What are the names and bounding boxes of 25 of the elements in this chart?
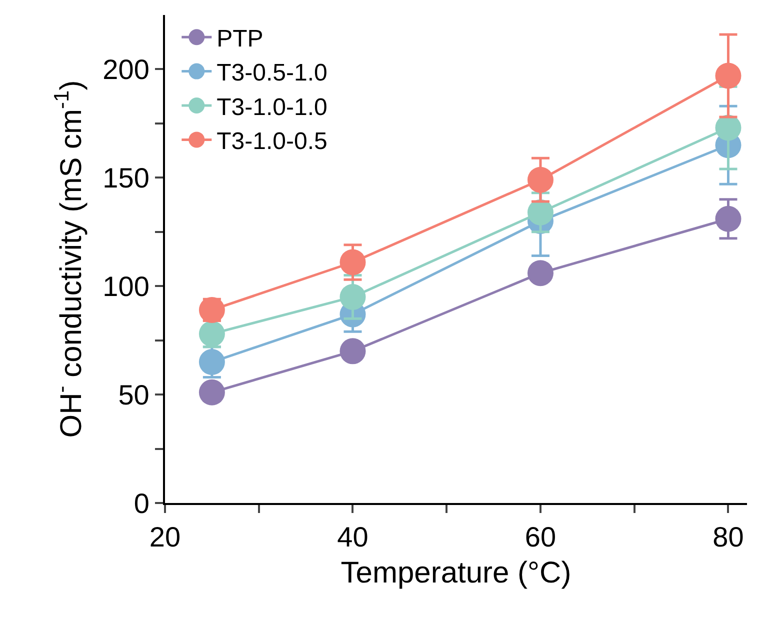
legend-label: T3-1.0-0.5 [216,128,328,156]
x-tick-label: 60 [524,522,556,553]
x-tick-label: 80 [712,522,744,553]
y-tick-label: 100 [102,270,150,302]
point [198,379,225,406]
point [340,284,366,310]
y-tick-label: 50 [118,379,150,410]
point [340,249,366,276]
point [527,199,554,226]
x-axis-title: Temperature (°C) [340,556,572,590]
x-tick-label: 20 [149,522,181,553]
point [715,114,742,141]
y-tick-label: 150 [102,162,150,194]
point [527,260,554,286]
legend-label: T3-0.5-1.0 [216,60,328,87]
y-tick-label: 200 [102,54,150,86]
x-tick-label: 40 [337,522,368,553]
point [340,338,366,364]
point [715,206,742,232]
point [527,166,554,193]
point [715,62,742,89]
y-tick-label: 0 [134,488,150,519]
legend-label: T3-1.0-1.0 [216,94,328,121]
legend-label: PTP [216,25,264,52]
point [198,349,225,376]
